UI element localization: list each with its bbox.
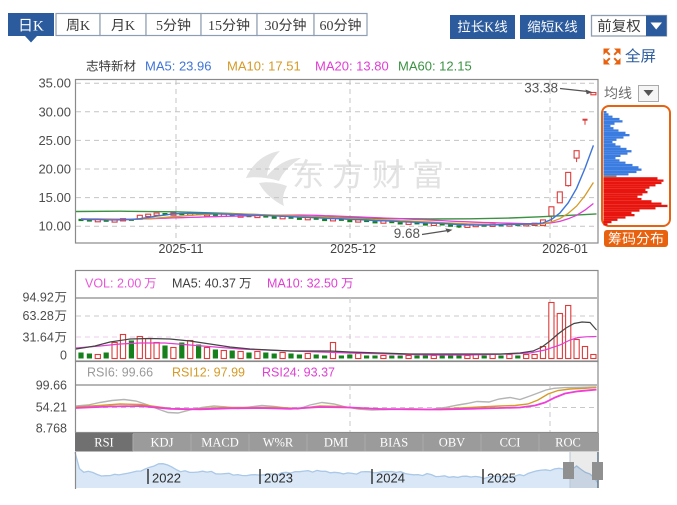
svg-text:2022: 2022	[152, 471, 181, 486]
svg-text:2024: 2024	[376, 471, 405, 486]
svg-text:RSI24: 93.37: RSI24: 93.37	[262, 366, 335, 380]
svg-text:BIAS: BIAS	[380, 436, 409, 450]
svg-text:33.38: 33.38	[524, 81, 558, 96]
svg-text:MA5: 23.96: MA5: 23.96	[145, 59, 212, 74]
svg-text:5: 5	[156, 19, 163, 34]
svg-text:MA20: 13.80: MA20: 13.80	[315, 59, 389, 74]
svg-text:15: 15	[208, 19, 222, 34]
svg-text:30.00: 30.00	[38, 104, 71, 119]
svg-text:KDJ: KDJ	[151, 436, 174, 450]
svg-text:MA10: 32.50: MA10: 32.50	[267, 277, 338, 291]
svg-text:MA10: 17.51: MA10: 17.51	[227, 59, 301, 74]
svg-text:99.66: 99.66	[36, 379, 67, 393]
svg-text:MACD: MACD	[201, 436, 239, 450]
svg-text:2026-01: 2026-01	[542, 242, 588, 256]
svg-text:10.00: 10.00	[38, 219, 71, 234]
svg-text:K: K	[33, 19, 44, 35]
svg-text:0: 0	[60, 349, 67, 363]
svg-text:9.68: 9.68	[394, 226, 420, 241]
svg-text:2023: 2023	[264, 471, 293, 486]
svg-text:30: 30	[265, 19, 279, 34]
svg-text:OBV: OBV	[439, 436, 465, 450]
svg-text:ROC: ROC	[555, 436, 581, 450]
svg-text:25.00: 25.00	[38, 133, 71, 148]
svg-text:CCI: CCI	[500, 436, 521, 450]
svg-text:VOL: 2.00: VOL: 2.00	[85, 277, 141, 291]
svg-text:RSI: RSI	[94, 436, 113, 450]
svg-text:35.00: 35.00	[38, 76, 71, 91]
svg-text:W%R: W%R	[263, 436, 294, 450]
svg-text:31.64: 31.64	[23, 331, 54, 345]
svg-text:94.92: 94.92	[23, 291, 54, 305]
svg-text:60: 60	[320, 19, 334, 34]
svg-text:15.00: 15.00	[38, 190, 71, 205]
svg-text:MA5: 40.37: MA5: 40.37	[172, 277, 236, 291]
svg-text:RSI12: 97.99: RSI12: 97.99	[172, 366, 245, 380]
svg-text:2025-12: 2025-12	[330, 242, 376, 256]
svg-text:K: K	[484, 20, 494, 35]
svg-text:DMI: DMI	[324, 436, 348, 450]
svg-text:63.28: 63.28	[23, 309, 54, 323]
svg-text:K: K	[125, 19, 135, 34]
svg-text:8.768: 8.768	[36, 422, 67, 436]
svg-text:RSI6: 99.66: RSI6: 99.66	[87, 366, 153, 380]
svg-text:54.21: 54.21	[36, 401, 67, 415]
svg-text:20.00: 20.00	[38, 162, 71, 177]
svg-text:2025: 2025	[487, 471, 516, 486]
svg-text:MA60: 12.15: MA60: 12.15	[398, 59, 472, 74]
svg-text:2025-11: 2025-11	[159, 242, 204, 256]
svg-text:K: K	[554, 20, 564, 35]
svg-text:K: K	[80, 19, 90, 34]
